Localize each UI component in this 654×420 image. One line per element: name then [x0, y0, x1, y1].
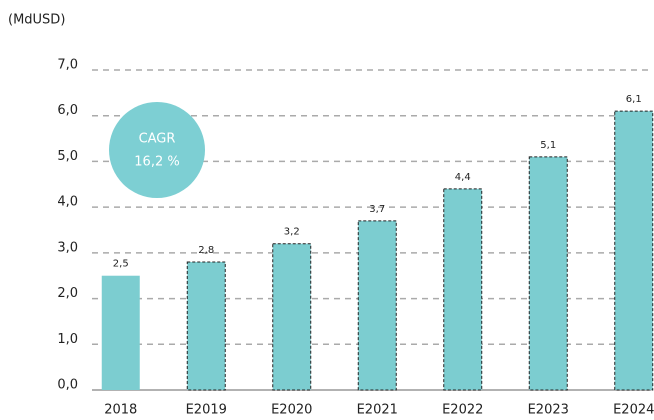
bar: [614, 110, 654, 391]
y-tick-label: 6,0: [57, 103, 78, 118]
value-label: 4,4: [455, 172, 471, 183]
y-tick-label: 7,0: [57, 58, 78, 73]
y-tick-label: 0,0: [57, 378, 78, 393]
y-tick-label: 3,0: [57, 240, 78, 255]
x-tick-label: E2022: [442, 403, 483, 418]
x-tick-label: 2018: [104, 403, 137, 418]
value-label: 5,1: [540, 140, 556, 151]
x-tick-label: E2019: [186, 403, 227, 418]
value-label: 2,5: [113, 259, 129, 270]
value-label: 3,2: [284, 227, 300, 238]
bar: [443, 188, 483, 391]
x-tick-label: E2024: [613, 403, 654, 418]
value-label: 6,1: [626, 94, 642, 105]
y-tick-label: 1,0: [57, 332, 78, 347]
bar: [528, 156, 568, 391]
cagr-circle: [109, 102, 205, 198]
bar: [101, 275, 140, 390]
value-label: 3,7: [369, 204, 385, 215]
y-axis-label: (MdUSD): [8, 13, 65, 28]
cagr-title: CAGR: [139, 132, 176, 147]
y-tick-label: 2,0: [57, 286, 78, 301]
bar: [357, 220, 397, 391]
y-tick-label: 5,0: [57, 149, 78, 164]
bar: [272, 243, 312, 391]
x-tick-label: E2023: [528, 403, 569, 418]
x-tick-label: E2020: [271, 403, 312, 418]
x-tick-label: E2021: [357, 403, 398, 418]
value-label: 2,8: [198, 245, 214, 256]
cagr-value: 16,2 %: [134, 155, 179, 170]
y-tick-label: 4,0: [57, 195, 78, 210]
bar: [186, 261, 226, 391]
